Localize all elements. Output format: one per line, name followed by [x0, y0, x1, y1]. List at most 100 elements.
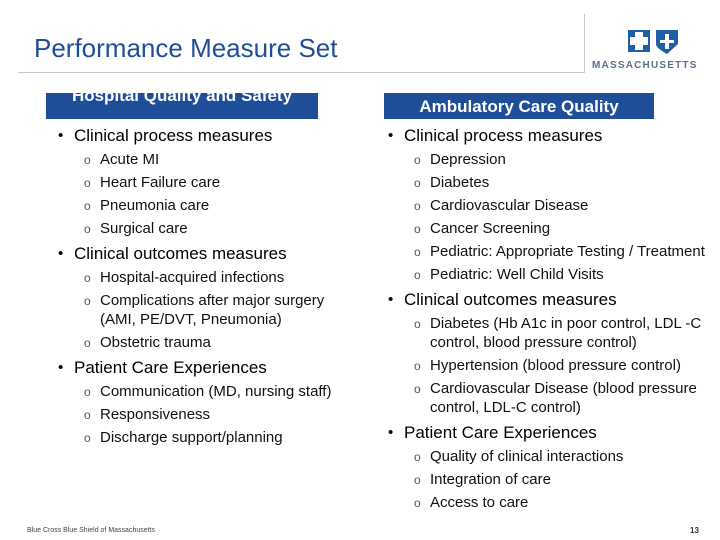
sub-bullet-icon: o [414, 199, 421, 213]
bullet-icon: • [388, 424, 394, 441]
measure-label: Integration of care [430, 471, 551, 488]
bullet-icon: • [58, 127, 64, 144]
section-label: Patient Care Experiences [404, 423, 597, 442]
sub-bullet-icon: o [414, 176, 421, 190]
measure-label: Diabetes (Hb A1c in poor control, LDL -C… [430, 315, 702, 351]
right-column: • Clinical process measures o Depression o Di… [384, 124, 714, 516]
measure-label: Pediatric: Appropriate Testing / Treatme… [430, 243, 705, 260]
measure-item: o Cardiovascular Disease (blood pressure … [384, 379, 714, 417]
sub-bullet-icon: o [414, 473, 421, 487]
sub-bullet-icon: o [84, 271, 91, 285]
section-label: Clinical outcomes measures [404, 290, 617, 309]
measure-item: o Cancer Screening [384, 219, 714, 238]
section-label: Clinical process measures [74, 126, 273, 145]
bullet-icon: • [388, 291, 394, 308]
section-label: Clinical process measures [404, 126, 603, 145]
sub-bullet-icon: o [414, 382, 421, 396]
measure-label: Quality of clinical interactions [430, 448, 624, 465]
measure-item: o Quality of clinical interactions [384, 447, 714, 466]
sub-bullet-icon: o [414, 317, 421, 331]
measure-label: Communication (MD, nursing staff) [100, 383, 332, 400]
measure-item: o Integration of care [384, 470, 714, 489]
measure-label: Hospital-acquired infections [100, 269, 285, 286]
measure-list: o Depression o Diabetes o Cardiovascular Dise… [384, 150, 714, 284]
measure-item: o Diabetes (Hb A1c in poor control, LDL -… [384, 314, 714, 352]
measure-item: o Communication (MD, nursing staff) [54, 382, 364, 401]
section-heading: • Clinical outcomes measures [54, 244, 364, 264]
footer-text: Blue Cross Blue Shield of Massachusetts [27, 527, 156, 534]
title-frame [18, 14, 585, 73]
measure-label: Responsiveness [100, 406, 211, 423]
measure-item: o Hypertension (blood pressure control) [384, 356, 714, 375]
bullet-icon: • [388, 127, 394, 144]
measure-item: o Pediatric: Appropriate Testing / Treatm… [384, 242, 714, 261]
sub-bullet-icon: o [84, 222, 91, 236]
section-label: Patient Care Experiences [74, 358, 267, 377]
measure-item: o Responsiveness [54, 405, 364, 424]
section-label: Clinical outcomes measures [74, 244, 287, 263]
measure-label: Hypertension (blood pressure control) [430, 357, 681, 374]
sub-bullet-icon: o [84, 408, 91, 422]
sub-bullet-icon: o [414, 496, 421, 510]
sub-bullet-icon: o [414, 359, 421, 373]
measure-list: o Acute MI o Heart Failure care o Pneumonia c… [54, 150, 364, 238]
measure-item: o Hospital-acquired infections [54, 268, 364, 287]
bullet-icon: • [58, 245, 64, 262]
measure-item: o Discharge support/planning [54, 428, 364, 447]
measure-item: o Cardiovascular Disease [384, 196, 714, 215]
measure-list: o Diabetes (Hb A1c in poor control, LDL -… [384, 314, 714, 417]
measure-label: Cardiovascular Disease (blood pressure c… [430, 380, 697, 416]
section-heading: • Clinical outcomes measures [384, 290, 714, 310]
measure-item: o Surgical care [54, 219, 364, 238]
sub-bullet-icon: o [414, 245, 421, 259]
measure-label: Obstetric trauma [100, 334, 211, 351]
measure-label: Discharge support/planning [100, 429, 283, 446]
measure-item: o Pediatric: Well Child Visits [384, 265, 714, 284]
measure-item: o Obstetric trauma [54, 333, 364, 352]
sub-bullet-icon: o [414, 153, 421, 167]
section-heading: • Clinical process measures [384, 126, 714, 146]
sub-bullet-icon: o [414, 268, 421, 282]
measure-item: o Complications after major surgery (AMI,… [54, 291, 364, 329]
left-column: • Clinical process measures o Acute MI o Hear… [54, 124, 364, 451]
bullet-icon: • [58, 359, 64, 376]
measure-item: o Depression [384, 150, 714, 169]
measure-list: o Quality of clinical interactions o Integr… [384, 447, 714, 512]
measure-label: Cancer Screening [430, 220, 551, 237]
measure-label: Access to care [430, 494, 529, 511]
sub-bullet-icon: o [84, 294, 91, 308]
measure-list: o Communication (MD, nursing staff) o Respo… [54, 382, 364, 447]
section-heading: • Patient Care Experiences [54, 358, 364, 378]
measure-label: Surgical care [100, 220, 188, 237]
sub-bullet-icon: o [414, 450, 421, 464]
bcbs-logo [628, 30, 678, 54]
measure-list: o Hospital-acquired infections o Complicati… [54, 268, 364, 352]
measure-label: Pneumonia care [100, 197, 210, 214]
sub-bullet-icon: o [84, 176, 91, 190]
measure-item: o Pneumonia care [54, 196, 364, 215]
measure-label: Acute MI [100, 151, 160, 168]
sub-bullet-icon: o [84, 336, 91, 350]
logo-text: MASSACHUSETTS [592, 60, 698, 71]
sub-bullet-icon: o [84, 431, 91, 445]
measure-label: Cardiovascular Disease [430, 197, 589, 214]
measure-label: Pediatric: Well Child Visits [430, 266, 604, 283]
measure-item: o Access to care [384, 493, 714, 512]
page-number: 13 [690, 526, 699, 535]
measure-item: o Diabetes [384, 173, 714, 192]
measure-item: o Heart Failure care [54, 173, 364, 192]
sub-bullet-icon: o [84, 199, 91, 213]
section-heading: • Patient Care Experiences [384, 423, 714, 443]
measure-label: Depression [430, 151, 506, 168]
hospital-quality-header-label: Hospital Quality and Safety [71, 93, 293, 105]
sub-bullet-icon: o [414, 222, 421, 236]
page-title: Performance Measure Set [34, 33, 338, 63]
measure-label: Heart Failure care [100, 174, 221, 191]
measure-label: Complications after major surgery (AMI, … [100, 292, 325, 328]
sub-bullet-icon: o [84, 385, 91, 399]
ambulatory-care-header: Ambulatory Care Quality [384, 93, 654, 119]
sub-bullet-icon: o [84, 153, 91, 167]
measure-item: o Acute MI [54, 150, 364, 169]
measure-label: Diabetes [430, 174, 490, 191]
